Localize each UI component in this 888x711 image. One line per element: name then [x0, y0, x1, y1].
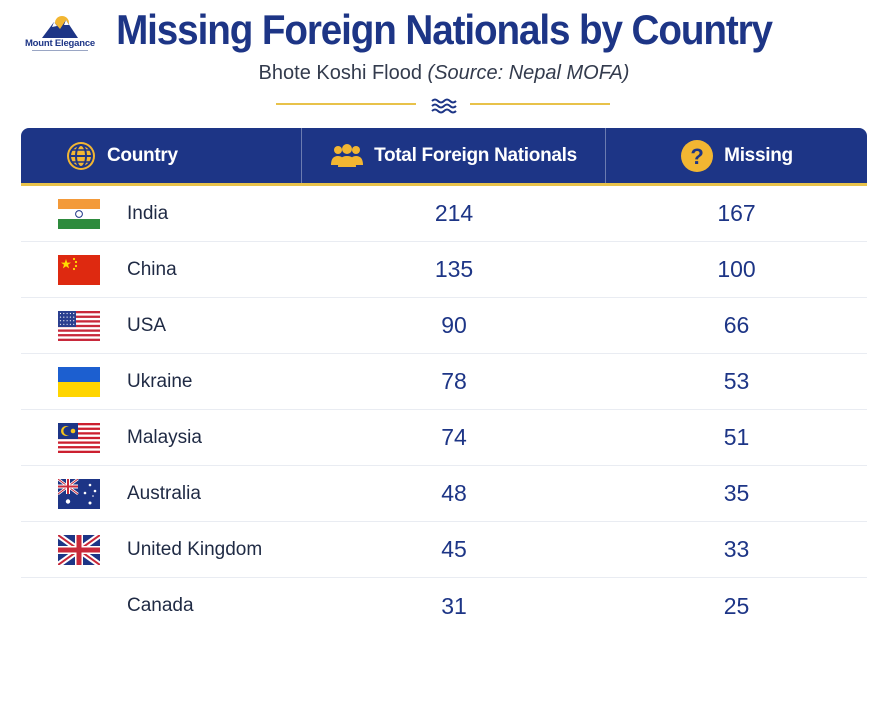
table-body: India 214 167 China 135 100 USA 90 66 Ukraine 78 53…: [21, 186, 867, 634]
subtitle-source: (Source: Nepal MOFA): [427, 62, 630, 84]
page-title: Missing Foreign Nationals by Country: [116, 6, 773, 53]
cell-missing: 33: [723, 536, 750, 562]
cell-total: 48: [441, 480, 467, 506]
cell-total: 214: [434, 200, 474, 226]
header-country-label: Country: [107, 144, 178, 166]
country-name: Canada: [127, 595, 194, 616]
table-row: USA 90 66: [21, 298, 867, 354]
table-row: United Kingdom 45 33: [21, 522, 867, 578]
svg-text:?: ?: [691, 144, 704, 169]
cell-country: Australia: [21, 478, 302, 509]
table-row: Malaysia 74 51: [21, 410, 867, 466]
divider-line-left: [276, 103, 416, 105]
cell-missing: 53: [723, 368, 750, 394]
subtitle-main: Bhote Koshi Flood: [258, 62, 422, 84]
cell-total: 78: [441, 368, 467, 394]
cell-country: United Kingdom: [21, 534, 302, 565]
header-missing: ? Missing: [606, 128, 867, 183]
cell-missing: 25: [723, 592, 750, 619]
ukraine-flag-icon: [58, 366, 100, 397]
country-name: USA: [127, 314, 167, 336]
logo: Mount Elegance: [20, 14, 100, 54]
header-total: Total Foreign Nationals: [302, 128, 606, 183]
cell-missing: 167: [717, 200, 756, 226]
data-table: Country Total Foreign Nationals ?: [21, 128, 867, 634]
waves-icon: [431, 98, 457, 114]
table-row: Australia 48 35: [21, 466, 867, 522]
usa-flag-icon: [58, 310, 100, 341]
cell-missing: 51: [723, 424, 750, 450]
cell-country: USA: [21, 310, 302, 341]
header-missing-label: Missing: [724, 144, 793, 166]
flag-placeholder: [58, 591, 100, 621]
globe-icon: [65, 140, 97, 172]
cell-country: Canada: [21, 591, 302, 621]
cell-missing: 35: [723, 480, 750, 506]
cell-missing: 100: [717, 256, 756, 282]
cell-total: 31: [441, 592, 467, 619]
header-total-label: Total Foreign Nationals: [374, 144, 577, 166]
logo-text: Mount Elegance: [24, 38, 96, 49]
india-flag-icon: [58, 198, 100, 229]
logo-underline: [32, 50, 88, 51]
header-country: Country: [21, 128, 302, 183]
table-header: Country Total Foreign Nationals ?: [21, 128, 867, 186]
country-name: United Kingdom: [127, 538, 263, 560]
people-group-icon: [330, 143, 364, 169]
page-subtitle: Bhote Koshi Flood (Source: Nepal MOFA): [0, 62, 888, 85]
cell-total: 45: [441, 536, 467, 562]
malaysia-flag-icon: [58, 422, 100, 453]
cell-total: 74: [441, 424, 467, 450]
china-flag-icon: [58, 254, 100, 285]
table-row: China 135 100: [21, 242, 867, 298]
question-mark-icon: ?: [680, 139, 714, 173]
cell-total: 90: [441, 312, 467, 338]
table-row: Canada 31 25: [21, 578, 867, 634]
cell-country: Malaysia: [21, 422, 302, 453]
uk-flag-icon: [58, 534, 100, 565]
cell-country: India: [21, 198, 302, 229]
cell-total: 135: [434, 256, 474, 282]
table-row: Ukraine 78 53: [21, 354, 867, 410]
divider-line-right: [470, 103, 610, 105]
cell-country: Ukraine: [21, 366, 302, 397]
country-name: Australia: [127, 482, 201, 504]
country-name: Malaysia: [127, 426, 202, 448]
cell-country: China: [21, 254, 302, 285]
cell-missing: 66: [723, 312, 750, 338]
country-name: India: [127, 202, 169, 224]
australia-flag-icon: [58, 478, 100, 509]
table-row: India 214 167: [21, 186, 867, 242]
country-name: Ukraine: [127, 370, 193, 392]
country-name: China: [127, 258, 177, 280]
title-divider: [0, 95, 888, 115]
mountain-sun-icon: [42, 16, 78, 38]
